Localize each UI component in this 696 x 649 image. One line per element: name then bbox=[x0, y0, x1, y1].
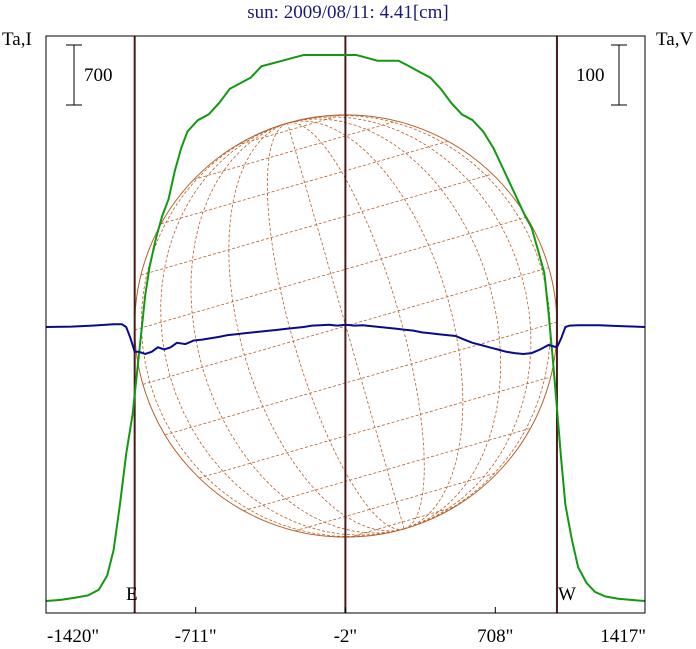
east-label: E bbox=[126, 584, 138, 605]
longitude-line bbox=[287, 116, 532, 530]
right-axis-label: Ta,V bbox=[656, 29, 694, 50]
x-tick-label: -2" bbox=[334, 626, 358, 647]
intensity-series-line bbox=[45, 54, 646, 602]
chart-title: sun: 2009/08/11: 4.41[cm] bbox=[247, 2, 449, 23]
left-axis-label: Ta,I bbox=[2, 29, 32, 50]
x-tick-label: 708" bbox=[477, 626, 513, 647]
longitude-line bbox=[287, 118, 502, 530]
longitude-line bbox=[287, 122, 425, 530]
latitude-line bbox=[294, 472, 498, 532]
west-label: W bbox=[558, 584, 576, 605]
x-tick-label: 1417" bbox=[600, 626, 646, 647]
scale-bars: 700 100 bbox=[66, 44, 627, 106]
longitude-line bbox=[140, 122, 405, 538]
longitude-line bbox=[190, 122, 405, 534]
latitude-line bbox=[349, 506, 455, 538]
polarization-series-line bbox=[45, 323, 646, 356]
longitude-line bbox=[287, 120, 464, 530]
latitude-line bbox=[164, 321, 558, 436]
x-tick-label: -711" bbox=[175, 626, 217, 647]
longitude-line bbox=[160, 122, 405, 536]
x-ticks: -1420" -711" -2" 708" 1417" bbox=[45, 607, 646, 647]
series-group bbox=[45, 54, 646, 602]
latitude-line bbox=[134, 216, 527, 331]
longitude-line bbox=[267, 122, 405, 530]
left-scale-label: 700 bbox=[84, 65, 113, 86]
latitude-line bbox=[193, 120, 397, 180]
x-tick-label: -1420" bbox=[47, 626, 99, 647]
longitude-line bbox=[287, 114, 551, 530]
right-scale-label: 100 bbox=[576, 65, 605, 86]
